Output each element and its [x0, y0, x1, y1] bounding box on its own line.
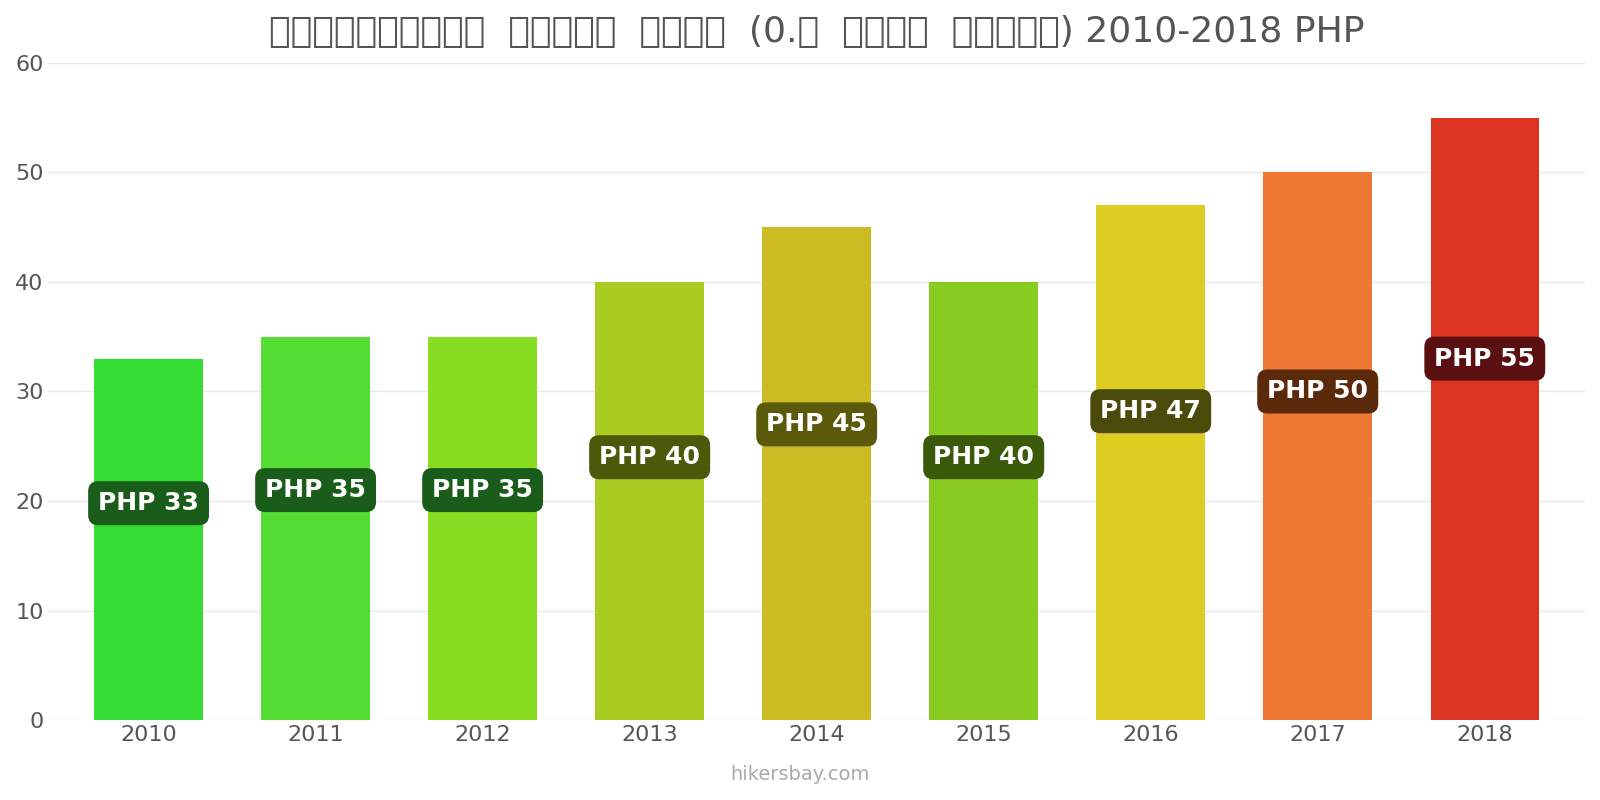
Bar — [762, 227, 870, 720]
Text: PHP 35: PHP 35 — [266, 478, 366, 502]
Title: फ़िलीपीन्स  घरेलू  बियर  (0.९  लीटर  मसौदा) 2010-2018 PHP: फ़िलीपीन्स घरेलू बियर (0.९ लीटर मसौदा) 2… — [269, 15, 1365, 49]
Text: hikersbay.com: hikersbay.com — [730, 765, 870, 784]
Bar — [1096, 206, 1205, 720]
Text: PHP 33: PHP 33 — [98, 491, 198, 515]
Bar — [930, 282, 1038, 720]
Bar — [1430, 118, 1539, 720]
Text: PHP 40: PHP 40 — [598, 446, 701, 470]
Bar — [595, 282, 704, 720]
Bar — [94, 358, 203, 720]
Bar — [261, 337, 370, 720]
Bar — [1264, 172, 1373, 720]
Text: PHP 47: PHP 47 — [1101, 399, 1202, 423]
Bar — [429, 337, 538, 720]
Text: PHP 35: PHP 35 — [432, 478, 533, 502]
Text: PHP 55: PHP 55 — [1434, 346, 1536, 370]
Text: PHP 50: PHP 50 — [1267, 379, 1368, 403]
Text: PHP 45: PHP 45 — [766, 412, 867, 436]
Text: PHP 40: PHP 40 — [933, 446, 1034, 470]
